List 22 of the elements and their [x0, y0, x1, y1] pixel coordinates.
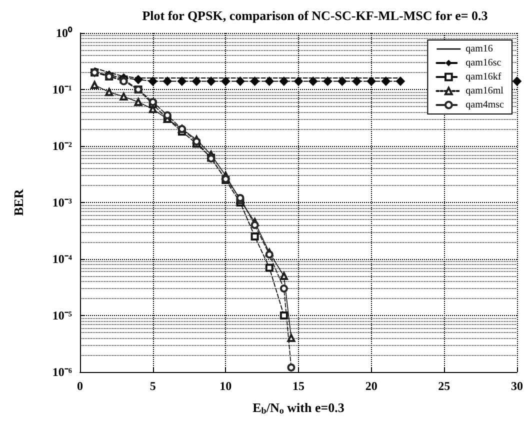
x-tick-label: 15: [292, 379, 304, 393]
chart-title: Plot for QPSK, comparison of NC-SC-KF-ML-MSC for e= 0.3: [142, 8, 488, 23]
legend-label: qam16sc: [466, 58, 502, 68]
y-tick-label: 10⁻²: [52, 139, 72, 153]
x-tick-label: 30: [511, 379, 523, 393]
legend-label: qam16: [466, 44, 493, 54]
y-tick-label: 10⁻⁶: [52, 365, 72, 379]
legend-label: qam4msc: [466, 100, 505, 110]
legend-label: qam16kf: [466, 72, 502, 82]
y-tick-label: 10⁻⁵: [52, 308, 72, 322]
y-tick-label: 10⁰: [56, 26, 73, 40]
x-tick-label: 5: [150, 379, 156, 393]
y-axis-title: BER: [11, 188, 26, 216]
x-tick-label: 10: [220, 379, 232, 393]
x-tick-label: 25: [438, 379, 450, 393]
legend-label: qam16ml: [466, 86, 504, 96]
y-tick-label: 10⁻¹: [52, 82, 72, 96]
x-axis-title: Eb/No with e=0.3: [252, 400, 345, 416]
x-tick-label: 0: [77, 379, 83, 393]
y-tick-label: 10⁻⁴: [52, 252, 72, 266]
y-tick-label: 10⁻³: [52, 196, 72, 210]
x-tick-label: 20: [365, 379, 378, 393]
